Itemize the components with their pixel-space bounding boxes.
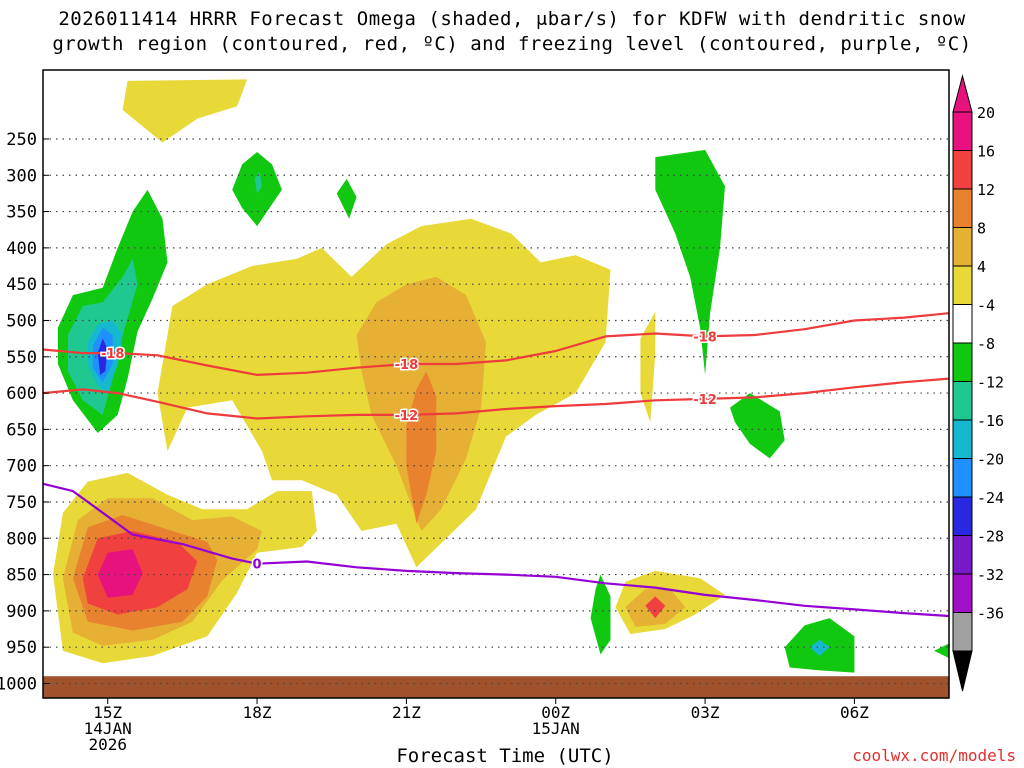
y-tick-label-550: 550 (6, 348, 37, 368)
colorbar-label-4: 4 (977, 258, 986, 276)
contour-label-dgz-minus-18-1: -18 (395, 358, 419, 373)
omega-region-sink-900 (590, 574, 611, 655)
colorbar-swatch-12 (952, 188, 973, 228)
y-tick-label-300: 300 (6, 166, 37, 186)
omega-region-mid-lift-orange (406, 371, 437, 524)
colorbar-label-20: 20 (977, 104, 995, 122)
omega-region-sink-330 (336, 178, 357, 219)
contour-freezing-level-0 (43, 482, 949, 618)
omega-region-thin-lift (640, 311, 656, 423)
colorbar-swatch-8 (952, 227, 973, 267)
y-tick-label-750: 750 (6, 493, 37, 513)
y-tick-label-900: 900 (6, 602, 37, 622)
colorbar-bottom-arrow (952, 650, 973, 692)
y-tick-label-800: 800 (6, 529, 37, 549)
omega-region-sink-300-teal (254, 171, 262, 194)
contour-dgz-minus-18 (43, 312, 949, 376)
chart-title-line-1: 2026011414 HRRR Forecast Omega (shaded, … (58, 8, 966, 30)
x-tick-label-15jan: 15JAN (532, 719, 580, 738)
colorbar-swatch--4 (952, 304, 973, 344)
colorbar-label--12: -12 (977, 374, 1004, 392)
y-tick-label-950: 950 (6, 638, 37, 658)
omega-shading-layer (53, 79, 949, 673)
source-credit: coolwx.com/models (852, 746, 1016, 765)
colorbar: 20 16 12 8 4 -4 -8 -12 -16 -20 -24 -28 -32 -36 (952, 74, 1004, 692)
colorbar-label--24: -24 (977, 489, 1004, 507)
x-tick-label-21z: 21Z (392, 703, 421, 722)
x-tick-label-00z: 00Z (541, 703, 570, 722)
colorbar-top-arrow (952, 74, 973, 113)
x-tick-label-06z: 06Z (840, 703, 869, 722)
x-tick-label-15z: 15Z (93, 703, 122, 722)
colorbar-label--4: -4 (977, 297, 995, 315)
colorbar-swatch--28 (952, 535, 973, 575)
colorbar-swatch--12 (952, 381, 973, 421)
ground-terrain (43, 676, 949, 698)
colorbar-swatch-16 (952, 150, 973, 190)
axes-layer: 250 300 350 400 450 500 550 600 650 700 750 800 850 9… (0, 69, 950, 754)
colorbar-swatch--20 (952, 458, 973, 498)
y-tick-label-700: 700 (6, 457, 37, 477)
y-tick-label-850: 850 (6, 566, 37, 586)
omega-region-sink-950-cyan (809, 639, 830, 656)
omega-region-sink-03Z-column (655, 149, 725, 375)
colorbar-swatch--8 (952, 342, 973, 382)
contour-layer: -18 -18 -18 -12 -12 0 (43, 312, 949, 618)
colorbar-swatch-4 (952, 265, 973, 305)
colorbar-swatch--36 (952, 612, 973, 652)
colorbar-swatch--32 (952, 573, 973, 613)
x-tick-label-2026: 2026 (88, 735, 127, 754)
x-tick-label-18z: 18Z (243, 703, 272, 722)
omega-region-sink-edge (934, 643, 949, 659)
omega-region-small-lift-red (645, 596, 666, 619)
omega-region-sink-640 (730, 393, 785, 459)
colorbar-label--16: -16 (977, 412, 1004, 430)
contour-label-dgz-minus-18-0: -18 (101, 347, 125, 362)
chart-title-line-2: growth region (contoured, red, ºC) and f… (52, 33, 972, 55)
contour-label-dgz-minus-12-0: -12 (395, 409, 419, 424)
colorbar-label-16: 16 (977, 143, 995, 161)
y-tick-label-250: 250 (6, 130, 37, 150)
colorbar-label--36: -36 (977, 605, 1004, 623)
y-tick-label-600: 600 (6, 384, 37, 404)
contour-label-dgz-minus-12-1: -12 (693, 393, 717, 408)
plot-frame (42, 69, 950, 699)
y-tick-label-650: 650 (6, 420, 37, 440)
x-axis-label: Forecast Time (UTC) (396, 745, 614, 767)
omega-region-low-lift-core (97, 549, 143, 598)
y-tick-label-350: 350 (6, 203, 37, 223)
omega-region-upper-lift-250 (122, 79, 248, 143)
y-tick-label-1000: 1000 (0, 674, 37, 694)
ground-layer (43, 676, 949, 698)
colorbar-label--32: -32 (977, 566, 1004, 584)
contour-label-freezing-level-0-0: 0 (253, 558, 262, 573)
colorbar-label--8: -8 (977, 335, 995, 353)
contour-dgz-minus-12 (43, 377, 949, 420)
y-tick-label-450: 450 (6, 275, 37, 295)
colorbar-swatch-20 (952, 111, 973, 151)
x-tick-label-14jan: 14JAN (84, 719, 132, 738)
colorbar-label--28: -28 (977, 528, 1004, 546)
y-tick-label-400: 400 (6, 239, 37, 259)
y-tick-label-500: 500 (6, 311, 37, 331)
contour-label-dgz-minus-18-2: -18 (693, 330, 717, 345)
grid-layer (43, 138, 949, 685)
colorbar-label-8: 8 (977, 220, 986, 238)
colorbar-label-12: 12 (977, 181, 995, 199)
x-tick-label-03z: 03Z (691, 703, 720, 722)
colorbar-label--20: -20 (977, 451, 1004, 469)
colorbar-swatch--24 (952, 496, 973, 536)
colorbar-swatch--16 (952, 419, 973, 459)
